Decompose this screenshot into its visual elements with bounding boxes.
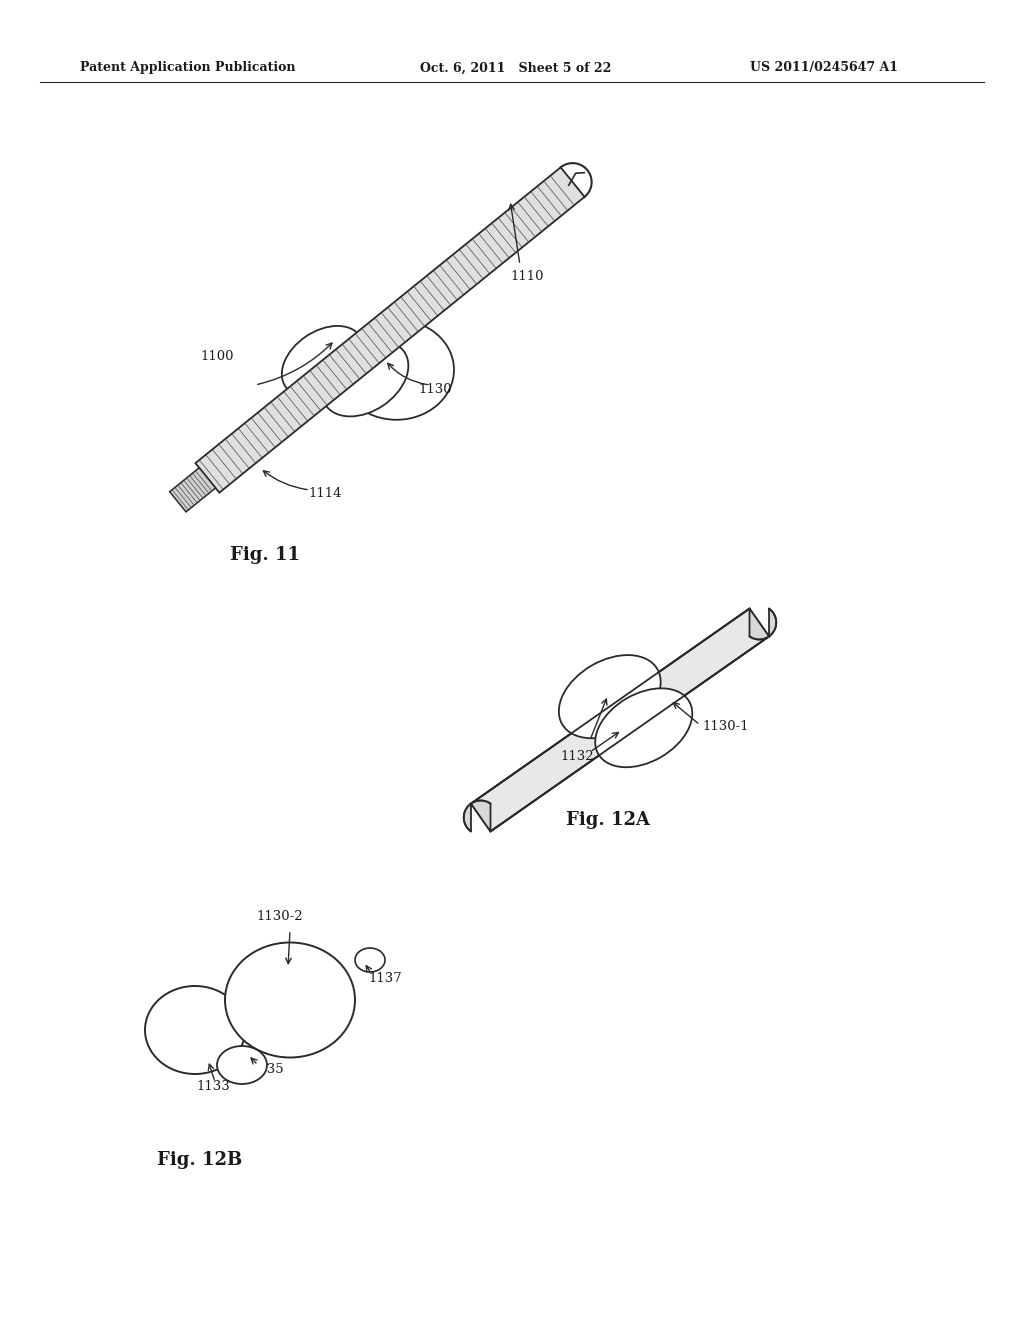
Ellipse shape	[225, 942, 355, 1057]
Text: Patent Application Publication: Patent Application Publication	[80, 62, 296, 74]
Text: US 2011/0245647 A1: US 2011/0245647 A1	[750, 62, 898, 74]
Text: Oct. 6, 2011   Sheet 5 of 22: Oct. 6, 2011 Sheet 5 of 22	[420, 62, 611, 74]
Text: 1132: 1132	[560, 750, 594, 763]
Ellipse shape	[217, 1045, 267, 1084]
Ellipse shape	[595, 688, 692, 767]
Ellipse shape	[322, 341, 409, 416]
Polygon shape	[196, 168, 585, 492]
Text: 1100: 1100	[200, 350, 233, 363]
Polygon shape	[464, 800, 490, 832]
Polygon shape	[170, 467, 215, 512]
Text: 1130-1: 1130-1	[702, 719, 749, 733]
Text: 1130: 1130	[418, 383, 452, 396]
Text: Fig. 12A: Fig. 12A	[566, 810, 650, 829]
Ellipse shape	[355, 948, 385, 972]
Text: 1133: 1133	[196, 1080, 229, 1093]
Ellipse shape	[282, 326, 364, 397]
Text: 1137: 1137	[368, 972, 401, 985]
Text: 1114: 1114	[308, 487, 341, 500]
Ellipse shape	[339, 319, 454, 420]
Text: Fig. 11: Fig. 11	[230, 546, 300, 564]
Text: Fig. 12B: Fig. 12B	[158, 1151, 243, 1170]
Text: 1110: 1110	[510, 271, 544, 282]
Text: 1130-2: 1130-2	[256, 909, 303, 923]
Polygon shape	[750, 609, 776, 639]
Text: 1135: 1135	[250, 1063, 284, 1076]
Ellipse shape	[145, 986, 245, 1074]
Polygon shape	[471, 609, 769, 832]
Ellipse shape	[559, 655, 660, 738]
